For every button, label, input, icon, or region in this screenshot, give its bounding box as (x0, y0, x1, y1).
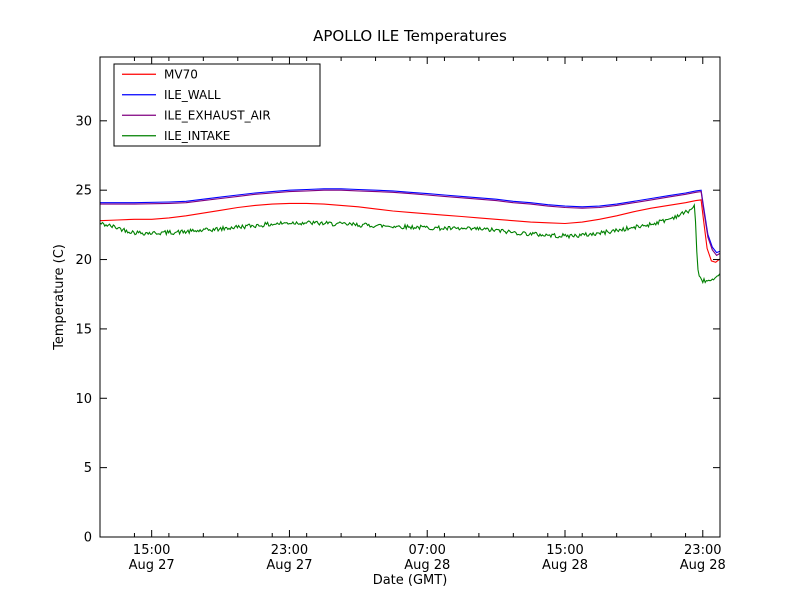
y-tick-label: 0 (84, 531, 92, 546)
chart-title: APOLLO ILE Temperatures (313, 27, 507, 45)
x-tick-date-label: Aug 27 (129, 558, 175, 573)
x-tick-date-label: Aug 27 (266, 558, 312, 573)
x-tick-time-label: 15:00 (546, 543, 583, 558)
x-tick-date-label: Aug 28 (542, 558, 588, 573)
x-tick-time-label: 23:00 (684, 543, 721, 558)
y-tick-label: 5 (84, 461, 92, 476)
x-axis-label: Date (GMT) (373, 573, 448, 588)
series-line-ILE_EXHAUST_AIR (100, 189, 721, 257)
y-axis-label: Temperature (C) (52, 244, 67, 351)
series-line-ILE_INTAKE (99, 202, 721, 285)
x-tick-time-label: 23:00 (271, 543, 308, 558)
x-tick-time-label: 15:00 (133, 543, 170, 558)
y-tick-label: 20 (75, 253, 92, 268)
y-tick-label: 30 (75, 114, 92, 129)
legend-label-ILE_EXHAUST_AIR: ILE_EXHAUST_AIR (164, 108, 271, 122)
legend-label-ILE_WALL: ILE_WALL (164, 88, 221, 102)
x-tick-date-label: Aug 28 (404, 558, 450, 573)
x-tick-time-label: 07:00 (408, 543, 445, 558)
y-tick-label: 15 (75, 322, 92, 337)
legend-box (113, 63, 321, 147)
legend-label-MV70: MV70 (164, 67, 198, 81)
series-line-ILE_WALL (100, 188, 721, 254)
legend-label-ILE_INTAKE: ILE_INTAKE (164, 129, 230, 143)
x-tick-date-label: Aug 28 (680, 558, 726, 573)
y-tick-label: 10 (75, 392, 92, 407)
series-line-MV70 (99, 199, 721, 263)
y-tick-label: 25 (75, 184, 92, 199)
